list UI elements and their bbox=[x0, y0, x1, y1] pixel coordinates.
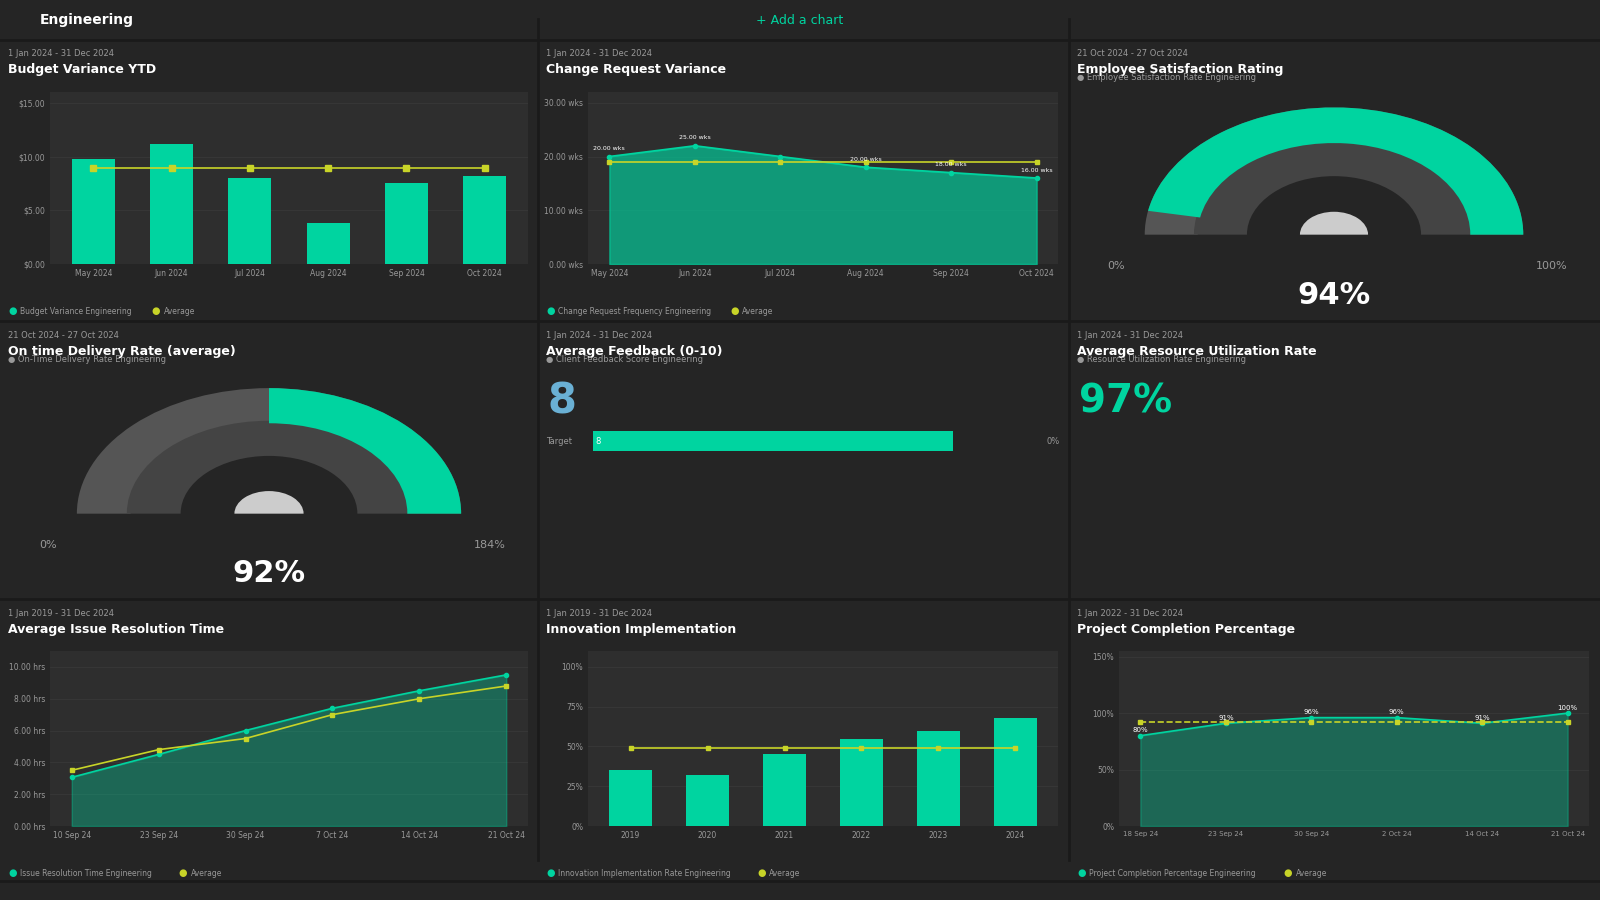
Bar bbox=[229, 178, 272, 264]
Text: 21 Oct 2024 - 27 Oct 2024: 21 Oct 2024 - 27 Oct 2024 bbox=[1077, 50, 1187, 58]
Wedge shape bbox=[1144, 107, 1523, 235]
Wedge shape bbox=[1299, 212, 1368, 235]
Text: ●: ● bbox=[546, 868, 555, 878]
Bar bbox=[464, 176, 506, 264]
Bar bbox=[594, 431, 954, 451]
Text: Average Issue Resolution Time: Average Issue Resolution Time bbox=[8, 623, 224, 635]
Text: Average: Average bbox=[190, 868, 222, 878]
Text: 92%: 92% bbox=[232, 560, 306, 589]
Bar bbox=[610, 770, 651, 826]
Text: 100%: 100% bbox=[1557, 705, 1578, 711]
Text: ●: ● bbox=[1283, 868, 1293, 878]
Text: ●: ● bbox=[730, 306, 739, 316]
Text: Average: Average bbox=[742, 307, 773, 316]
Wedge shape bbox=[1194, 140, 1474, 235]
Text: 25.00 wks: 25.00 wks bbox=[678, 135, 710, 140]
Text: ●: ● bbox=[757, 868, 765, 878]
Bar bbox=[72, 158, 115, 264]
Text: Project Completion Percentage: Project Completion Percentage bbox=[1077, 623, 1294, 635]
Text: ●: ● bbox=[1077, 868, 1085, 878]
Bar bbox=[150, 144, 194, 264]
Text: Average: Average bbox=[770, 868, 800, 878]
Text: 1 Jan 2024 - 31 Dec 2024: 1 Jan 2024 - 31 Dec 2024 bbox=[546, 330, 653, 339]
Text: 8: 8 bbox=[547, 380, 578, 422]
Text: 20.00 wks: 20.00 wks bbox=[850, 157, 882, 162]
Text: Innovation Implementation: Innovation Implementation bbox=[546, 623, 736, 635]
Text: 20.00 wks: 20.00 wks bbox=[594, 146, 626, 151]
Text: ● On-Time Delivery Rate Engineering: ● On-Time Delivery Rate Engineering bbox=[8, 355, 166, 364]
Text: 91%: 91% bbox=[1474, 715, 1490, 721]
Text: Budget Variance Engineering: Budget Variance Engineering bbox=[19, 307, 131, 316]
Text: 1 Jan 2024 - 31 Dec 2024: 1 Jan 2024 - 31 Dec 2024 bbox=[1077, 330, 1182, 339]
Text: ● Client Feedback Score Engineering: ● Client Feedback Score Engineering bbox=[546, 355, 702, 364]
Bar bbox=[840, 739, 883, 826]
Text: ●: ● bbox=[152, 306, 160, 316]
Text: 97%: 97% bbox=[1078, 382, 1173, 420]
Bar bbox=[763, 754, 806, 826]
Wedge shape bbox=[1149, 107, 1523, 235]
Text: 1 Jan 2019 - 31 Dec 2024: 1 Jan 2019 - 31 Dec 2024 bbox=[546, 608, 653, 617]
Text: On time Delivery Rate (average): On time Delivery Rate (average) bbox=[8, 345, 235, 357]
Text: ●: ● bbox=[8, 306, 16, 316]
Text: 91%: 91% bbox=[1218, 715, 1234, 721]
Text: 96%: 96% bbox=[1389, 709, 1405, 716]
Text: Change Request Frequency Engineering: Change Request Frequency Engineering bbox=[558, 307, 710, 316]
Text: 0%: 0% bbox=[1107, 262, 1125, 272]
Text: ● Employee Satisfaction Rate Engineering: ● Employee Satisfaction Rate Engineering bbox=[1077, 74, 1256, 83]
Text: 1 Jan 2024 - 31 Dec 2024: 1 Jan 2024 - 31 Dec 2024 bbox=[546, 50, 653, 58]
Wedge shape bbox=[269, 388, 461, 514]
Text: Average Feedback (0-10): Average Feedback (0-10) bbox=[546, 345, 723, 357]
Text: 184%: 184% bbox=[474, 540, 506, 550]
Wedge shape bbox=[126, 421, 411, 514]
Text: 21 Oct 2024 - 27 Oct 2024: 21 Oct 2024 - 27 Oct 2024 bbox=[8, 330, 118, 339]
Bar bbox=[917, 731, 960, 826]
Wedge shape bbox=[77, 388, 461, 514]
Text: Average: Average bbox=[163, 307, 195, 316]
Text: Target: Target bbox=[546, 436, 573, 446]
Text: 1 Jan 2022 - 31 Dec 2024: 1 Jan 2022 - 31 Dec 2024 bbox=[1077, 608, 1182, 617]
Text: + Add a chart: + Add a chart bbox=[757, 14, 843, 26]
Text: ●: ● bbox=[546, 306, 555, 316]
Text: 0%: 0% bbox=[40, 540, 58, 550]
Text: ●: ● bbox=[8, 868, 16, 878]
Text: 0%: 0% bbox=[1046, 436, 1059, 446]
Text: 100%: 100% bbox=[1536, 262, 1568, 272]
Text: 8: 8 bbox=[595, 436, 600, 446]
Text: 1 Jan 2024 - 31 Dec 2024: 1 Jan 2024 - 31 Dec 2024 bbox=[8, 50, 114, 58]
Text: 80%: 80% bbox=[1133, 727, 1149, 734]
Text: Change Request Variance: Change Request Variance bbox=[546, 64, 726, 76]
Text: Project Completion Percentage Engineering: Project Completion Percentage Engineerin… bbox=[1090, 868, 1256, 878]
Text: 18.00 wks: 18.00 wks bbox=[936, 162, 966, 167]
Wedge shape bbox=[235, 491, 304, 514]
Bar bbox=[994, 718, 1037, 826]
Text: 1 Jan 2019 - 31 Dec 2024: 1 Jan 2019 - 31 Dec 2024 bbox=[8, 608, 114, 617]
Text: Average Resource Utilization Rate: Average Resource Utilization Rate bbox=[1077, 345, 1317, 357]
Text: 94%: 94% bbox=[1298, 281, 1371, 310]
Bar bbox=[386, 184, 427, 264]
Bar bbox=[686, 775, 728, 826]
Text: 96%: 96% bbox=[1304, 709, 1318, 716]
Text: Average: Average bbox=[1296, 868, 1326, 878]
Text: Issue Resolution Time Engineering: Issue Resolution Time Engineering bbox=[19, 868, 152, 878]
Text: Budget Variance YTD: Budget Variance YTD bbox=[8, 64, 157, 76]
Text: Employee Satisfaction Rating: Employee Satisfaction Rating bbox=[1077, 64, 1283, 76]
Text: ● Resource Utilization Rate Engineering: ● Resource Utilization Rate Engineering bbox=[1077, 355, 1246, 364]
Bar bbox=[307, 223, 350, 264]
Text: 16.00 wks: 16.00 wks bbox=[1021, 167, 1053, 173]
Text: Innovation Implementation Rate Engineering: Innovation Implementation Rate Engineeri… bbox=[558, 868, 731, 878]
Text: Engineering: Engineering bbox=[40, 13, 134, 27]
Text: ●: ● bbox=[179, 868, 187, 878]
